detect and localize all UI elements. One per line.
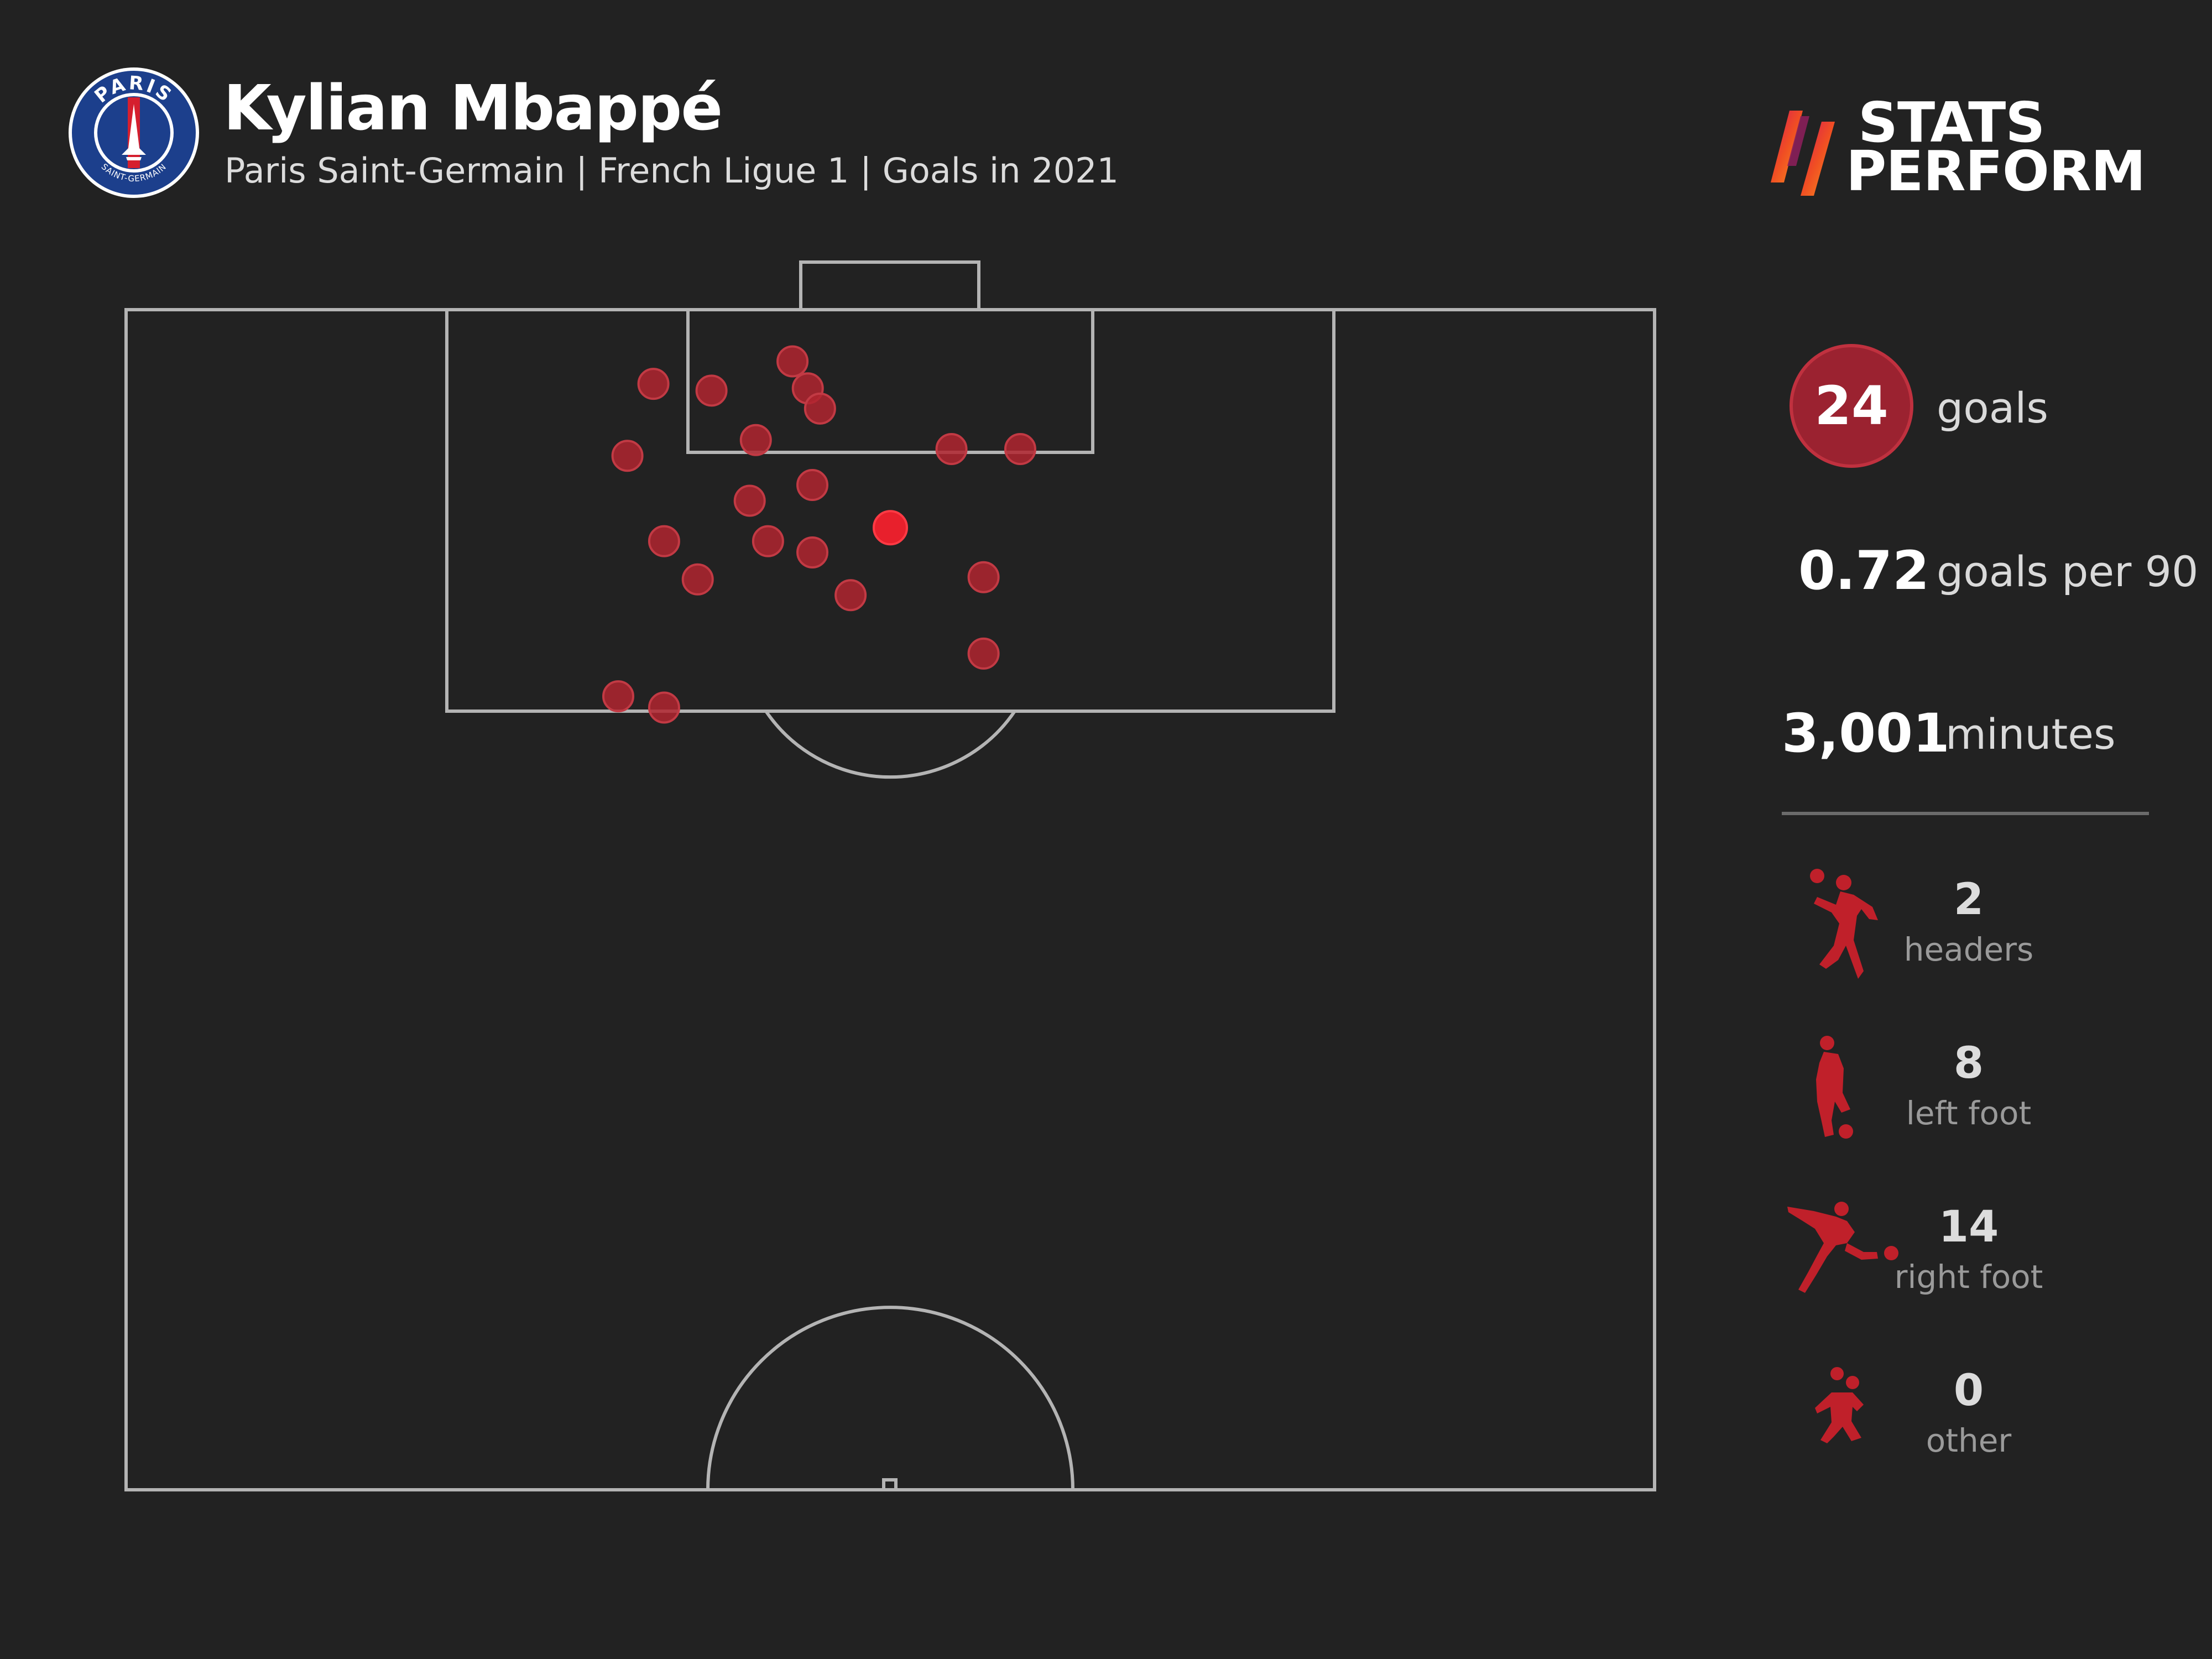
goal-marker (637, 368, 670, 400)
chart-subtitle: Paris Saint-Germain | French Ligue 1 | G… (225, 150, 1119, 191)
club-logo: PARIS SAINT-GERMAIN (69, 67, 199, 198)
goal-marker (834, 579, 867, 612)
header-player-icon (1810, 869, 1878, 979)
goal-marker (681, 563, 714, 596)
right-foot-count: 14 (1938, 1202, 1999, 1252)
other-count: 0 (1953, 1366, 1984, 1416)
penalty-arc (764, 710, 1016, 779)
goal-marker (648, 525, 680, 557)
right-foot-label: right foot (1894, 1258, 2043, 1296)
goal-marker (739, 424, 772, 456)
goal-frame (799, 260, 980, 311)
goals-label: goals (1937, 383, 2049, 432)
goal-type-left-foot: 8 left foot (1781, 1026, 2157, 1159)
goal-marker (967, 637, 1000, 670)
goal-marker (967, 561, 1000, 593)
other-player-icon (1815, 1367, 1864, 1443)
left-foot-player-icon (1816, 1036, 1853, 1139)
goal-type-other: 0 other (1781, 1354, 2157, 1486)
headers-label: headers (1903, 931, 2034, 968)
centre-spot (882, 1478, 898, 1491)
goal-type-headers: 2 headers (1781, 863, 2157, 995)
goals-per-90-value: 0.72 (1798, 540, 1929, 602)
right-foot-player-icon (1787, 1202, 1898, 1293)
stats-perform-slashes-icon (1771, 111, 1835, 196)
goal-type-right-foot: 14 right foot (1781, 1190, 2157, 1323)
brand-line-2: PERFORM (1846, 139, 2146, 204)
stats-perform-logo-text: STATS PERFORM (1846, 90, 2146, 199)
goal-marker (873, 510, 908, 546)
minutes-value: 3,001 (1782, 702, 1950, 764)
goal-marker (611, 440, 644, 472)
goal-marker (695, 374, 728, 407)
goal-marker (776, 345, 809, 378)
goal-marker (1004, 433, 1036, 466)
left-foot-count: 8 (1953, 1039, 1984, 1088)
goal-marker (602, 680, 635, 713)
goal-marker (935, 433, 968, 466)
goal-marker (804, 392, 836, 425)
goals-per-90-label: goals per 90 (1937, 547, 2199, 596)
headers-count: 2 (1953, 875, 1984, 925)
pitch-outline (124, 308, 1656, 1491)
other-label: other (1926, 1422, 2012, 1459)
brand-line-1: STATS (1858, 90, 2045, 155)
stats-divider (1782, 812, 2149, 815)
centre-circle (706, 1306, 1074, 1490)
goals-total-badge: 24 (1790, 344, 1913, 468)
pitch-lines (124, 260, 1656, 1491)
goal-marker (796, 536, 829, 568)
goal-marker (796, 469, 829, 502)
goal-marker (733, 484, 766, 517)
player-name: Kylian Mbappé (223, 72, 723, 144)
goal-marker (648, 691, 680, 724)
goal-marker (752, 525, 784, 557)
left-foot-label: left foot (1906, 1094, 2032, 1132)
minutes-label: minutes (1945, 709, 2116, 759)
goal-markers (602, 345, 1036, 724)
